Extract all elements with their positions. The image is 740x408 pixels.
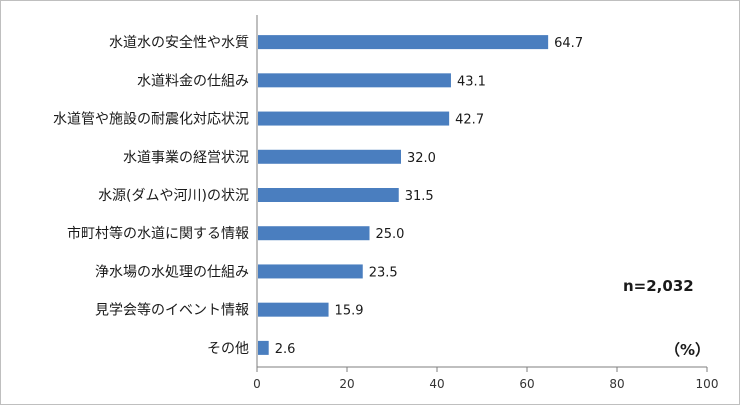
value-labels: 64.7 43.1 42.7 32.0 31.5 25.0 23.5 15.9 2.6 — [275, 36, 583, 357]
bar — [258, 35, 549, 50]
category-label: その他 — [207, 341, 249, 357]
category-label: 市町村等の水道に関する情報 — [67, 225, 249, 242]
category-label: 浄水場の水処理の仕組み — [95, 264, 249, 280]
x-tick-label: 0 — [253, 377, 261, 391]
x-tick-label: 60 — [519, 377, 534, 391]
x-tick-label: 20 — [339, 377, 354, 391]
bar — [258, 302, 329, 317]
x-tick-label: 100 — [696, 377, 719, 391]
category-label: 水道管や施設の耐震化対応状況 — [53, 112, 249, 128]
category-label: 見学会等のイベント情報 — [95, 302, 249, 319]
value-label: 31.5 — [405, 189, 434, 204]
value-label: 32.0 — [407, 151, 436, 166]
bar — [258, 149, 401, 164]
bar — [258, 111, 450, 126]
value-label: 64.7 — [554, 36, 583, 51]
bar — [258, 73, 451, 88]
value-label: 23.5 — [369, 265, 398, 280]
value-label: 25.0 — [376, 227, 405, 242]
unit-label: （%） — [665, 341, 710, 359]
value-label: 2.6 — [275, 342, 296, 357]
category-labels: 水道水の安全性や水質水道料金の仕組み水道管や施設の耐震化対応状況水道事業の経営状… — [53, 34, 249, 357]
bar — [258, 226, 370, 241]
category-label: 水源(ダムや河川)の状況 — [98, 188, 249, 204]
x-tick-labels: 0 20 40 60 80 100 — [253, 377, 718, 391]
bar — [258, 340, 269, 355]
category-label: 水道事業の経営状況 — [123, 150, 249, 166]
value-label: 43.1 — [457, 74, 486, 89]
bar — [258, 188, 399, 202]
x-tick-label: 80 — [609, 377, 624, 391]
x-tick-marks — [256, 367, 708, 372]
category-label: 水道水の安全性や水質 — [109, 34, 249, 51]
bars — [258, 35, 549, 355]
category-label: 水道料金の仕組み — [137, 73, 249, 89]
x-tick-label: 40 — [429, 377, 444, 391]
sample-size-note: n=2,032 — [623, 277, 694, 295]
bar — [258, 264, 363, 279]
value-label: 15.9 — [335, 304, 364, 319]
value-label: 42.7 — [455, 113, 484, 128]
